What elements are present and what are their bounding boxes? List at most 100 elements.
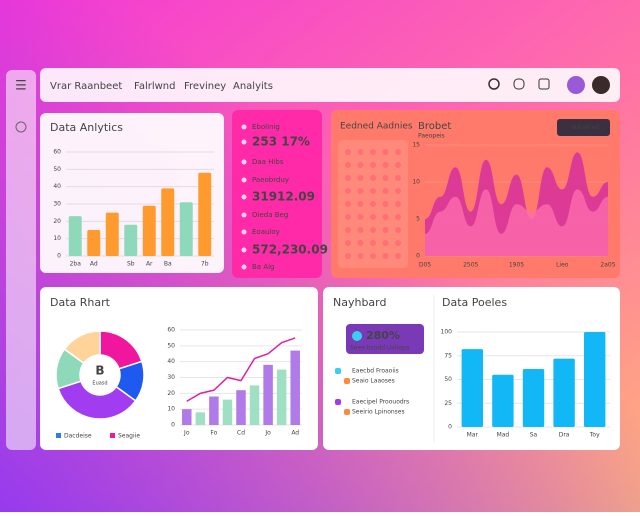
bar [236,390,246,425]
dot [357,214,364,220]
x-tick-label: Cd [237,430,245,437]
row-label: Eaecipel Proouodrs [352,399,409,406]
bar [290,350,300,425]
search-icon[interactable] [488,78,500,90]
dot [382,201,389,207]
dot [370,201,376,207]
dot [395,149,401,155]
y-tick-label: 60 [167,327,175,334]
stat-label: Ba Alg [252,263,275,271]
card-title: Data Rhart [50,296,111,309]
nav-link[interactable]: Analyits [233,81,273,92]
pie-slice [63,330,101,365]
y-tick-label: 20 [167,390,175,397]
x-tick-label: Sa [530,432,538,439]
row-icon [241,159,247,165]
y-tick-label: 100 [441,329,453,336]
dot [395,188,401,194]
stat-label: Oieda Beg [252,211,288,219]
bar [124,224,138,256]
card-title: Eedned Aadnies [340,122,413,132]
dot [357,240,364,246]
x-tick-label: Toy [589,432,600,439]
dot [345,188,351,194]
sidebar-icon[interactable] [15,121,27,133]
y-tick-label: 40 [53,183,61,190]
button[interactable] [557,119,610,136]
y-tick-label: 50 [53,166,61,173]
bar [276,369,287,425]
dot [345,162,351,168]
dot [395,175,401,181]
x-tick-label: 7b [201,261,209,268]
dot [370,227,376,233]
y-tick-label: 60 [53,149,61,156]
row-icon [241,139,247,145]
bar [68,216,82,256]
bar [583,332,606,427]
row-label: Seeirio Lpinonses [352,409,405,416]
row-icon [241,247,247,253]
y-tick-label: 0 [416,253,420,260]
x-tick-label: Mad [497,432,510,439]
y-tick-label: 5 [416,216,420,223]
bar [492,374,514,427]
row-icon [241,264,247,270]
dot [395,227,401,233]
bell-icon[interactable] [513,78,525,90]
dot [345,201,351,207]
x-tick-label: Ad [90,261,98,268]
dot [395,214,401,220]
legend-label: Seagiie [118,433,140,440]
y-tick-label: 0 [57,253,61,260]
y-tick-label: 0 [171,422,175,429]
x-tick-label: D05 [419,262,431,269]
line [186,337,296,402]
menu-icon[interactable]: ☰ [15,79,27,94]
dot [370,149,376,155]
avatar[interactable] [567,76,585,94]
stat-value: 31912.09 [252,190,315,204]
nav-link[interactable]: Falrlwnd [134,81,176,92]
bar [522,369,545,427]
x-tick-label: 2505 [463,262,478,269]
x-tick-label: Jo [264,430,271,437]
dot [357,227,364,233]
settings-icon[interactable] [538,78,550,90]
dot [370,162,376,168]
dot [345,149,351,155]
row-icon [335,399,341,405]
bar [222,399,233,425]
x-tick-label: Sb [127,261,135,268]
dot [395,162,401,168]
row-icon [241,124,247,130]
avatar[interactable] [592,76,610,94]
y-tick-label: 25 [444,400,452,407]
stat-value: 572,230.09 [252,243,328,257]
button-label[interactable]: Nerae ed [572,124,600,131]
dot [382,188,389,194]
dot [370,240,376,246]
bar [182,409,192,425]
row-label: Eaecbd Froaoiis [352,368,399,375]
dot [345,214,351,220]
stat-label: Paeobrduy [252,176,289,184]
x-tick-label: 1905 [509,262,524,269]
dot [382,214,389,220]
x-tick-label: 2ba [70,261,82,268]
bar [105,212,119,256]
row-icon [241,212,247,218]
bar [198,172,212,256]
bar [249,385,260,425]
row-label: Seaio Laaoses [352,378,395,385]
y-tick-label: 15 [412,142,420,149]
badge-sub: Seee bsodd Ualiepo [350,345,410,352]
dot [357,201,364,207]
dot [382,149,389,155]
row-icon [335,368,341,374]
bar [87,230,101,256]
pie-center: B [95,364,104,378]
x-tick-label: Fo [210,430,217,437]
nav-link[interactable]: Freviney [184,81,226,92]
